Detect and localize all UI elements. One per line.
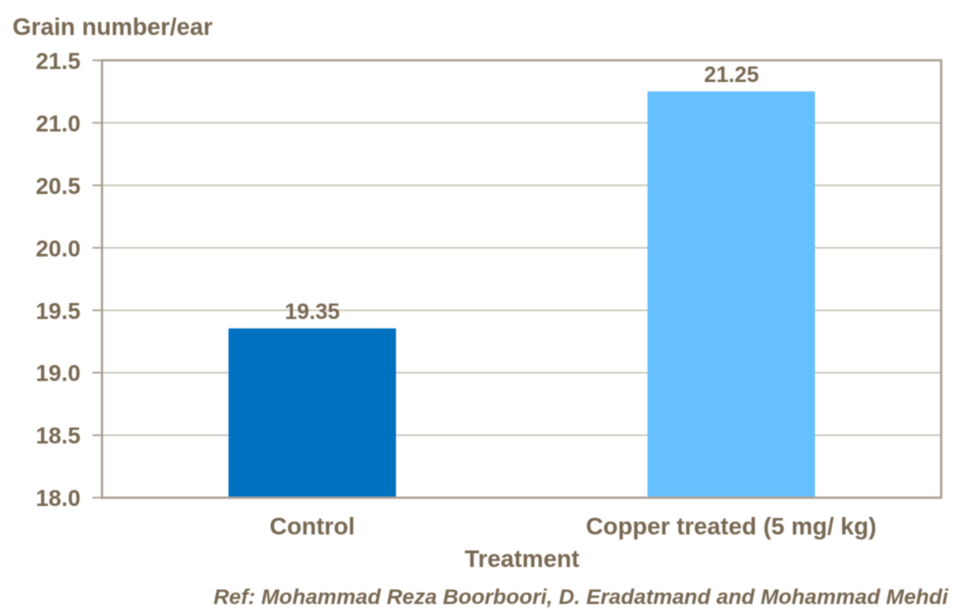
svg-text:Grain number/ear: Grain number/ear xyxy=(13,14,213,41)
svg-text:Treatment: Treatment xyxy=(465,546,580,573)
svg-text:Ref: Mohammad Reza Boorboori,: Ref: Mohammad Reza Boorboori, D. Eradatm… xyxy=(214,585,950,609)
svg-text:18.5: 18.5 xyxy=(36,423,81,449)
svg-text:21.25: 21.25 xyxy=(704,62,759,87)
svg-text:20.5: 20.5 xyxy=(36,173,81,199)
svg-text:20.0: 20.0 xyxy=(36,235,81,261)
svg-text:19.5: 19.5 xyxy=(36,298,81,324)
svg-text:Control: Control xyxy=(270,514,355,541)
svg-text:Copper treated (5 mg/ kg): Copper treated (5 mg/ kg) xyxy=(586,514,877,541)
svg-text:19.35: 19.35 xyxy=(285,299,340,324)
svg-text:21.0: 21.0 xyxy=(36,110,81,136)
svg-text:19.0: 19.0 xyxy=(36,360,81,386)
svg-text:18.0: 18.0 xyxy=(36,485,81,511)
svg-text:21.5: 21.5 xyxy=(36,48,81,74)
